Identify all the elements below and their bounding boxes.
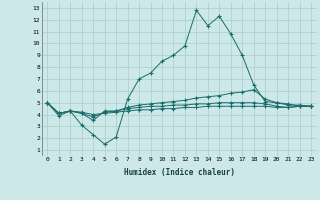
X-axis label: Humidex (Indice chaleur): Humidex (Indice chaleur) <box>124 168 235 177</box>
